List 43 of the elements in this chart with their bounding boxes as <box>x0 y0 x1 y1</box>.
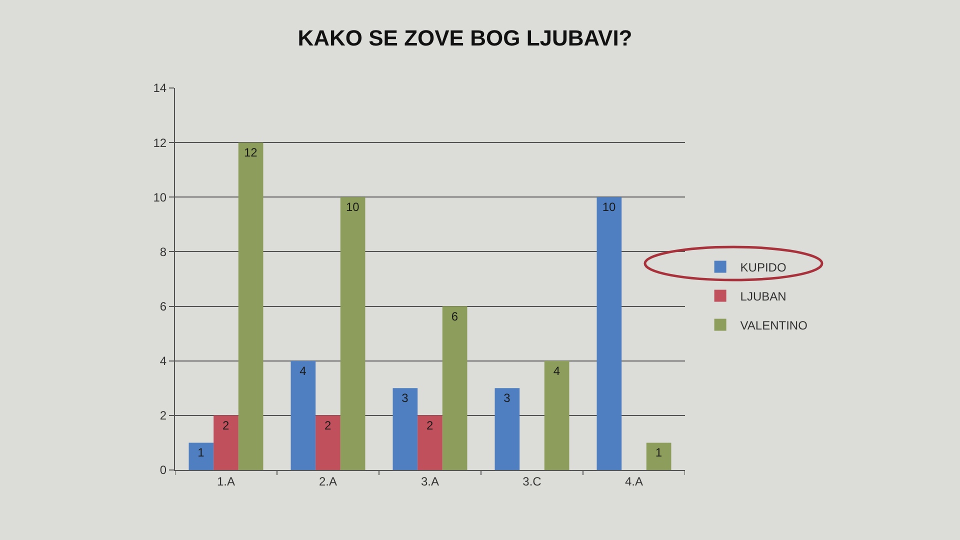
y-tick-label: 4 <box>160 354 167 368</box>
x-tick-label: 1.A <box>216 474 236 488</box>
bar <box>290 360 316 470</box>
bar <box>494 388 520 470</box>
data-label: 10 <box>346 200 360 214</box>
y-tick-label: 8 <box>160 244 167 259</box>
bar <box>340 197 366 470</box>
x-tick-label: 4.A <box>624 474 644 488</box>
bar <box>596 197 622 470</box>
y-tick-label: 12 <box>153 136 167 150</box>
bar <box>316 415 340 470</box>
data-label: 4 <box>300 364 307 378</box>
bar <box>188 442 214 470</box>
data-label: 2 <box>426 418 434 432</box>
data-label: 1 <box>198 446 205 460</box>
data-label: 1 <box>655 446 662 460</box>
y-tick-label: 14 <box>153 81 167 96</box>
bar <box>418 415 442 470</box>
y-tick-label: 10 <box>153 190 167 204</box>
data-label: 3 <box>504 391 511 406</box>
data-label: 4 <box>553 364 560 378</box>
y-tick-label: 6 <box>160 299 167 314</box>
data-label: 6 <box>451 309 458 324</box>
bar <box>646 442 672 470</box>
bar <box>214 415 238 470</box>
y-tick-label: 2 <box>160 408 167 423</box>
bar <box>544 360 570 470</box>
y-tick-label: 0 <box>160 463 167 478</box>
legend-label: KUPIDO <box>740 260 786 274</box>
chart-title: KAKO SE ZOVE BOG LJUBAVI? <box>298 25 632 50</box>
data-label: 3 <box>402 391 409 406</box>
data-label: 2 <box>222 418 230 432</box>
data-label: 12 <box>244 146 258 160</box>
data-label: 10 <box>602 200 616 214</box>
legend-label: LJUBAN <box>740 289 786 304</box>
x-tick-label: 3.C <box>522 474 542 488</box>
bar <box>442 306 468 470</box>
data-label: 2 <box>324 418 332 432</box>
legend-label: VALENTINO <box>740 318 808 332</box>
bar <box>238 142 264 470</box>
x-tick-label: 3.A <box>420 474 440 488</box>
x-tick-label: 2.A <box>318 474 338 488</box>
bar <box>392 388 418 470</box>
